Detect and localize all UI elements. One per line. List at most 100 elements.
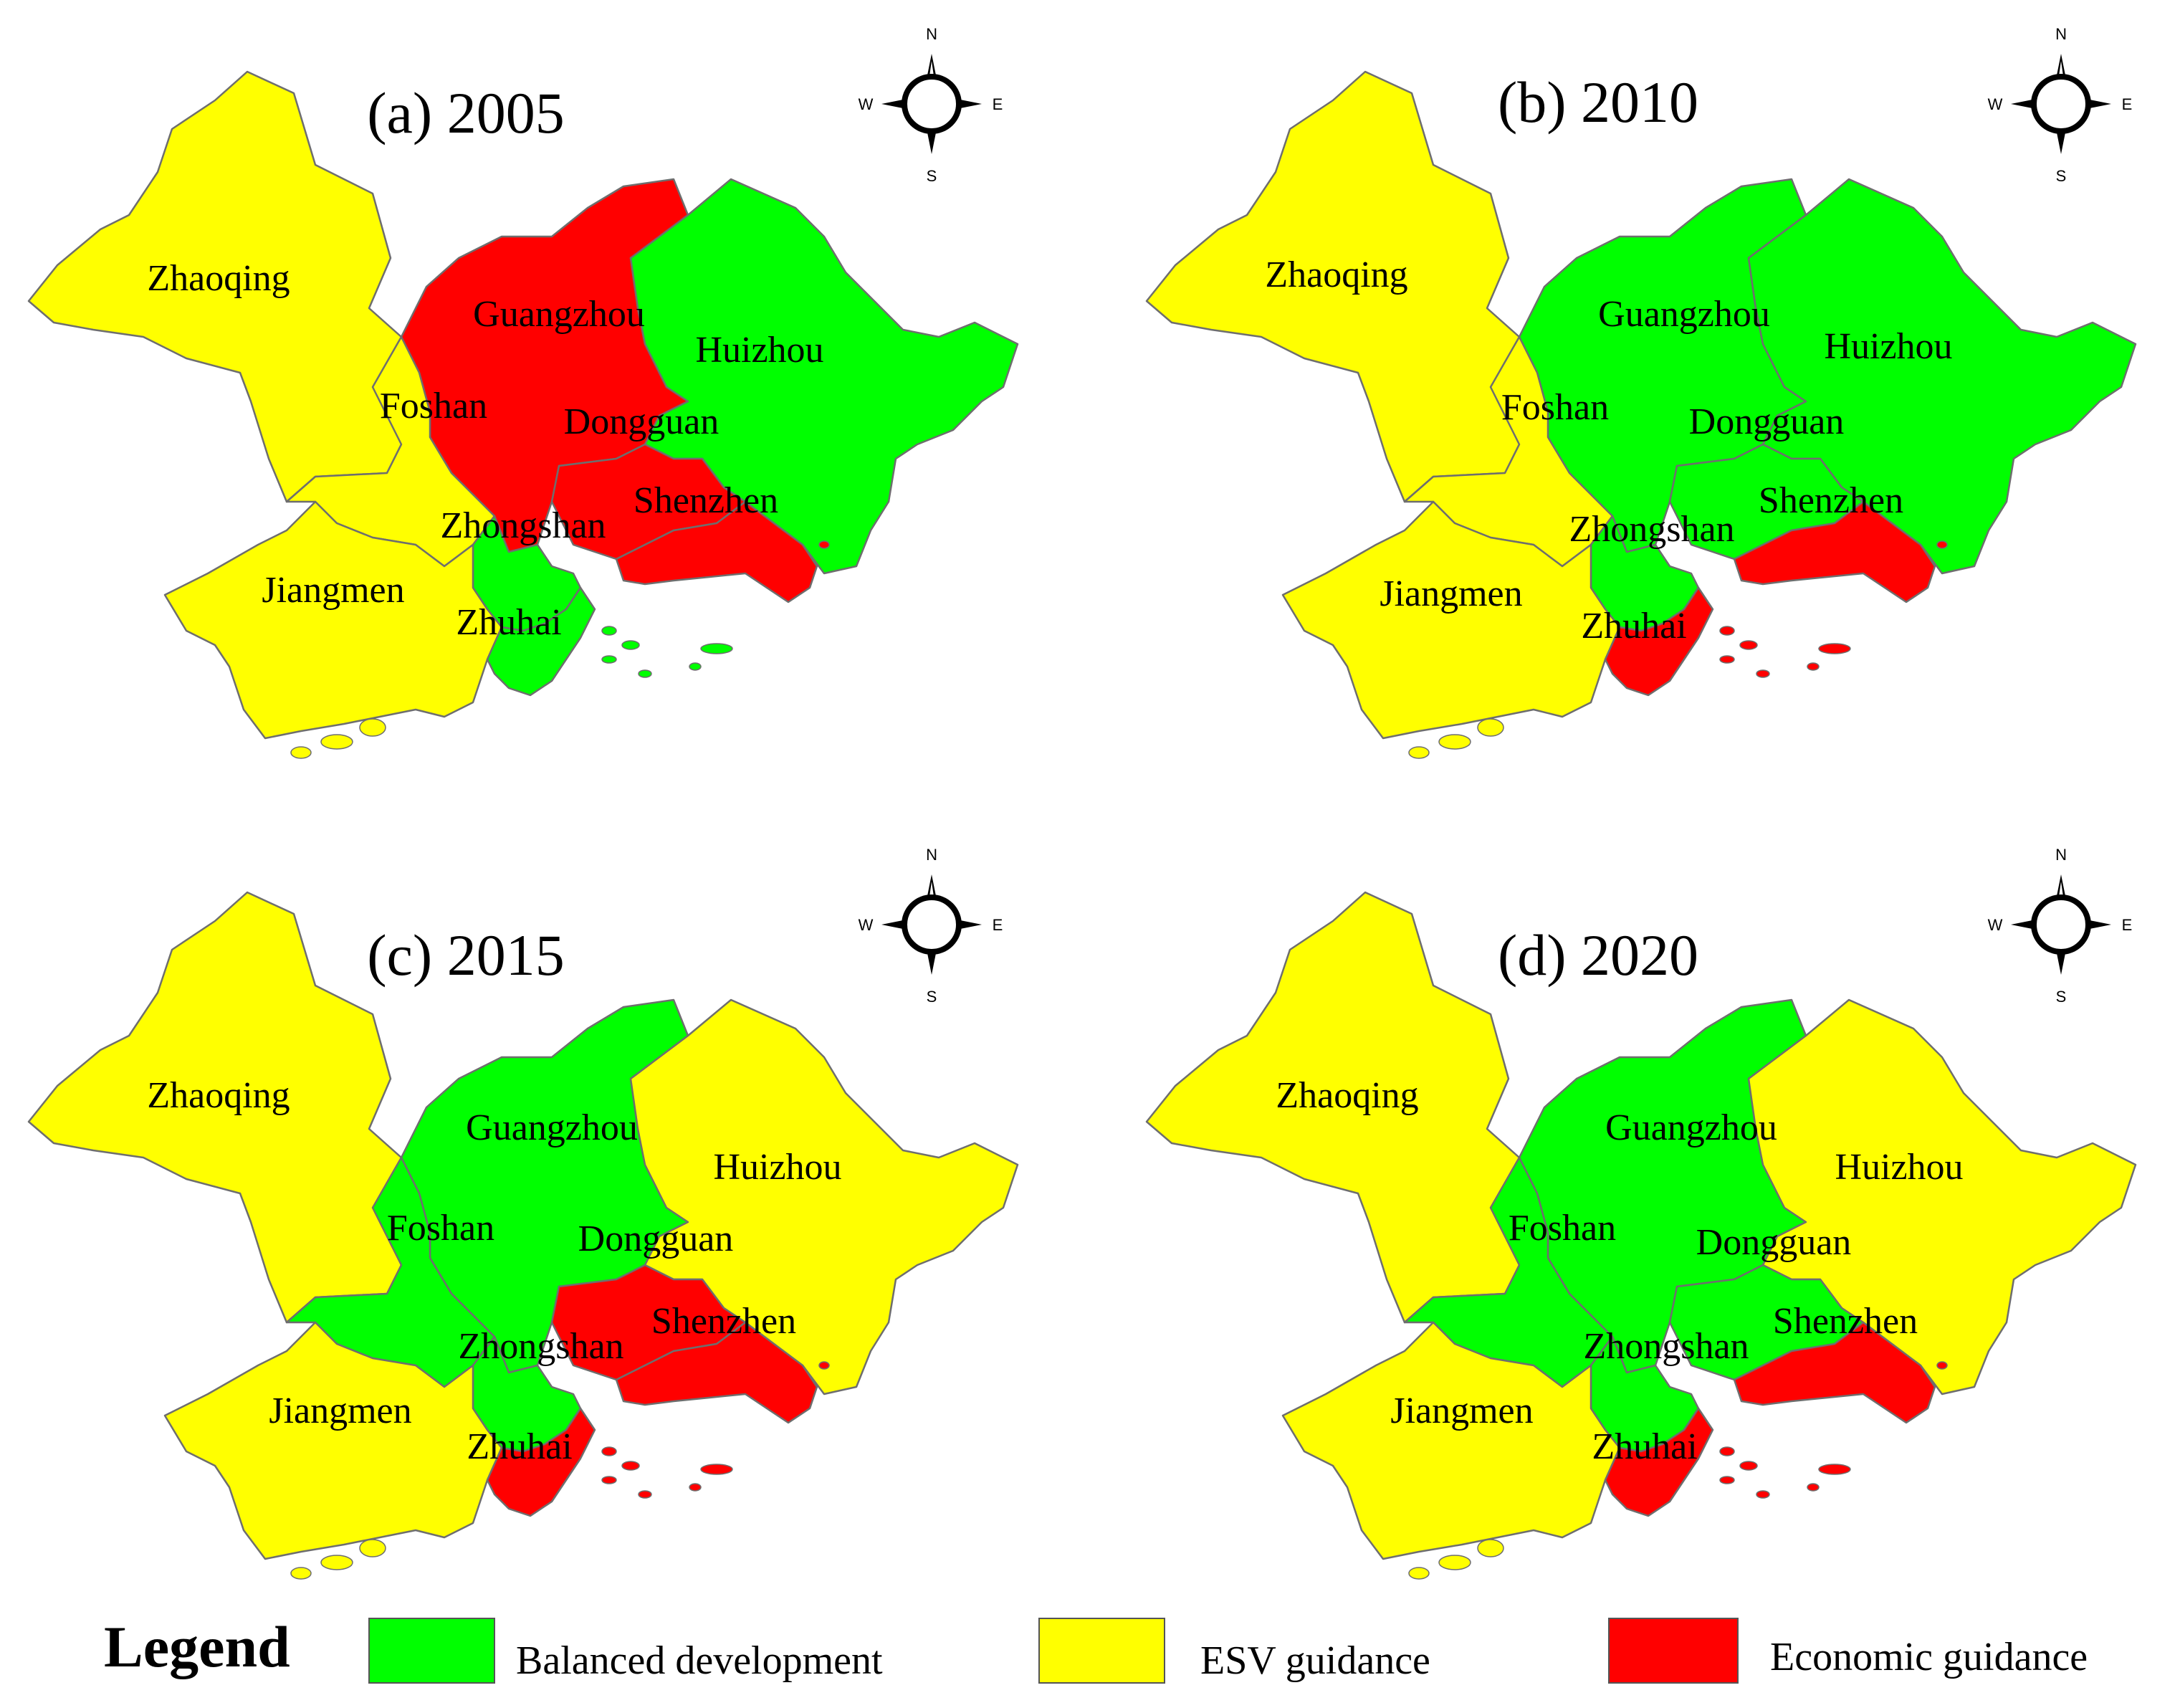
panel-title: (b) 2010 xyxy=(1498,70,1698,135)
compass-e: E xyxy=(2122,916,2133,934)
island xyxy=(1719,655,1735,664)
label-foshan: Foshan xyxy=(1501,387,1609,428)
label-jiangmen: Jiangmen xyxy=(269,1390,411,1431)
label-shenzhen: Shenzhen xyxy=(634,480,778,521)
compass-w: W xyxy=(859,916,874,934)
island xyxy=(1818,1464,1851,1475)
panel-title: (c) 2015 xyxy=(367,922,565,988)
label-guangzhou: Guangzhou xyxy=(466,1107,638,1148)
compass-s: S xyxy=(2056,167,2067,185)
label-zhaoqing: Zhaoqing xyxy=(1265,254,1407,295)
island xyxy=(601,626,617,636)
label-zhaoqing: Zhaoqing xyxy=(147,258,290,299)
legend-title: Legend xyxy=(104,1614,290,1679)
label-zhongshan: Zhongshan xyxy=(1569,509,1734,550)
label-dongguan: Dongguan xyxy=(1696,1222,1852,1263)
label-zhuhai: Zhuhai xyxy=(467,1426,572,1467)
label-huizhou: Huizhou xyxy=(713,1147,841,1188)
island xyxy=(1756,669,1770,678)
compass-n: N xyxy=(926,846,937,864)
legend: Legend Balanced development ESV guidance… xyxy=(104,1614,2088,1684)
label-guangzhou: Guangzhou xyxy=(1605,1107,1777,1148)
panel-c: Zhaoqing Guangzhou Huizhou Foshan Donggu… xyxy=(27,846,1019,1580)
label-jiangmen: Jiangmen xyxy=(1380,573,1522,614)
legend-label-esv: ESV guidance xyxy=(1200,1638,1430,1683)
compass-w: W xyxy=(859,95,874,113)
island xyxy=(1739,1461,1758,1471)
island xyxy=(320,1555,353,1570)
compass-rose-icon: N S E W xyxy=(1988,25,2133,185)
label-dongguan: Dongguan xyxy=(578,1218,734,1259)
compass-e: E xyxy=(2122,95,2133,113)
island xyxy=(1739,640,1758,650)
label-guangzhou: Guangzhou xyxy=(473,294,645,335)
island xyxy=(1807,662,1820,671)
label-zhaoqing: Zhaoqing xyxy=(1276,1075,1418,1116)
compass-e: E xyxy=(993,95,1003,113)
panel-title: (a) 2005 xyxy=(367,80,565,145)
panel-title: (d) 2020 xyxy=(1498,922,1698,988)
island xyxy=(290,1567,312,1580)
label-foshan: Foshan xyxy=(380,386,487,426)
label-shenzhen: Shenzhen xyxy=(1773,1301,1918,1342)
legend-label-economic: Economic guidance xyxy=(1770,1635,2088,1679)
island xyxy=(638,1490,652,1499)
island xyxy=(1936,540,1948,549)
label-zhongshan: Zhongshan xyxy=(1583,1326,1749,1367)
label-foshan: Foshan xyxy=(387,1208,494,1249)
island xyxy=(818,1361,830,1370)
island xyxy=(359,1539,386,1557)
panel-d: Zhaoqing Guangzhou Huizhou Foshan Donggu… xyxy=(1145,846,2137,1580)
label-zhuhai: Zhuhai xyxy=(456,602,561,643)
legend-label-balanced: Balanced development xyxy=(516,1638,883,1683)
label-shenzhen: Shenzhen xyxy=(651,1301,796,1342)
island xyxy=(601,1476,617,1484)
island xyxy=(818,540,830,549)
island xyxy=(638,669,652,678)
island xyxy=(1818,643,1851,654)
label-zhongshan: Zhongshan xyxy=(458,1326,623,1367)
island xyxy=(1936,1361,1948,1370)
island xyxy=(1807,1483,1820,1492)
island xyxy=(359,718,386,737)
island xyxy=(1438,1555,1471,1570)
island xyxy=(1719,1446,1735,1456)
label-huizhou: Huizhou xyxy=(1835,1147,1963,1188)
label-huizhou: Huizhou xyxy=(695,330,823,371)
panel-a: Zhaoqing Guangzhou Huizhou Foshan Donggu… xyxy=(27,25,1019,759)
island xyxy=(1438,734,1471,750)
compass-n: N xyxy=(2055,846,2067,864)
label-guangzhou: Guangzhou xyxy=(1598,294,1770,335)
island xyxy=(1477,718,1504,737)
island xyxy=(689,1483,702,1492)
island xyxy=(1719,626,1735,636)
compass-n: N xyxy=(926,25,937,43)
islands xyxy=(1408,1361,1948,1580)
compass-e: E xyxy=(993,916,1003,934)
label-foshan: Foshan xyxy=(1509,1208,1616,1249)
compass-s: S xyxy=(2056,988,2067,1006)
compass-rose-icon: N S E W xyxy=(1988,846,2133,1006)
label-jiangmen: Jiangmen xyxy=(262,570,404,611)
island xyxy=(689,662,702,671)
island xyxy=(1756,1490,1770,1499)
islands xyxy=(290,1361,830,1580)
compass-n: N xyxy=(2055,25,2067,43)
label-zhuhai: Zhuhai xyxy=(1581,606,1686,647)
label-jiangmen: Jiangmen xyxy=(1390,1390,1533,1431)
island xyxy=(1408,746,1430,759)
island xyxy=(621,640,640,650)
island xyxy=(601,655,617,664)
label-zhaoqing: Zhaoqing xyxy=(147,1075,290,1116)
compass-rose-icon: N S E W xyxy=(859,25,1003,185)
compass-s: S xyxy=(927,988,937,1006)
panel-b: Zhaoqing Guangzhou Huizhou Foshan Donggu… xyxy=(1145,25,2137,759)
legend-swatch-balanced xyxy=(368,1618,495,1684)
islands xyxy=(290,540,830,759)
label-dongguan: Dongguan xyxy=(564,401,720,442)
island xyxy=(1719,1476,1735,1484)
island xyxy=(601,1446,617,1456)
island xyxy=(700,643,733,654)
island xyxy=(1477,1539,1504,1557)
